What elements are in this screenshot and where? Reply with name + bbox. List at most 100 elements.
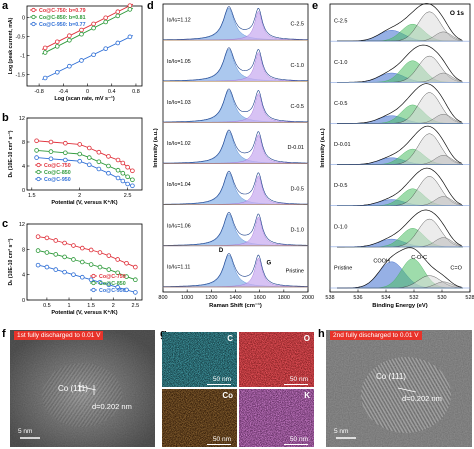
c-point [115,257,120,262]
panel-label-d: d [147,0,154,12]
a-point [42,75,48,81]
a-legend-marker-2 [31,21,36,27]
d-series-label-6: Pristine [286,269,304,275]
a-point [103,19,108,25]
d-spectrum-2 [163,88,309,123]
b-ytick-label: 8 [22,140,25,146]
a-point [67,37,72,43]
b-point [96,166,102,172]
b-ytick-label: 0 [22,188,25,194]
d-ratio-label-4: Iᴅ/Iɢ=1.04 [167,182,191,188]
c-point [79,274,85,280]
c-point [133,264,138,270]
c-point [97,250,103,255]
b-ytick-label: 12 [19,116,25,122]
b-point [125,164,130,170]
b-point [48,156,54,162]
d-spectrum-5 [163,211,308,246]
a-legend-marker-1 [31,14,36,20]
e-xtick-label: 536 [353,295,362,301]
c-point [115,285,120,290]
tem-image-f: 1st fully discharged to 0.01 V Co (111) … [10,330,155,447]
e-envelope-6 [337,247,462,289]
map-O-scalebar [284,383,308,385]
b-point [125,174,130,180]
c-ytick-label: 8 [22,247,25,253]
c-point [124,260,129,266]
d-ratio-label-1: Iᴅ/Iɢ=1.05 [167,59,191,65]
d-series-label-1: C-1.0 [291,63,304,69]
tem-f-banner: 1st fully discharged to 0.01 V [14,331,104,340]
e-xtick-label: 534 [381,295,390,301]
c-axes-frame [26,223,143,301]
a-ytick-label: 0 [22,15,25,21]
b-axes-frame [26,117,143,191]
d-series-label-0: C-2.5 [291,22,304,28]
e-xtick-label: 528 [465,295,474,301]
b-legend-marker-0 [36,162,41,168]
c-x-axis-label: Potential (V, versus K⁺/K) [51,309,117,316]
a-point [115,9,121,15]
d-y-axis-label: Intensity (a.u.) [153,128,159,167]
a-xtick-label: 0.4 [108,89,116,95]
a-legend-label-0: Co@C-750: b=0.79 [39,8,86,14]
c-point [79,259,85,265]
a-xtick-label: -0.8 [34,89,43,95]
b-xtick-label: 2 [78,193,81,199]
map-Co: Co 50 nm [162,389,237,447]
c-point [44,250,50,255]
a-point [115,13,121,19]
b-point [125,181,130,187]
a-point [67,63,72,69]
c-point [35,234,41,239]
d-ratio-label-2: Iᴅ/Iɢ=1.03 [167,100,191,106]
d-band-D-5 [162,213,309,247]
e-series-label-3: D-0.01 [334,142,351,148]
b-point [96,149,102,155]
b-point [63,150,68,156]
b-xtick-label: 1.5 [28,193,36,199]
chart-c: 0.5 1 1.5 2 2.5 0 4 8 12 Co@C-750Co@C-850Co@C-950… [8,222,143,316]
c-series-line-0 [38,236,136,268]
a-legend-label-1: Co@C-850: b=0.81 [39,15,86,21]
c-xtick-label: 0.5 [43,303,51,309]
c-legend-label-1: Co@C-850 [99,281,126,287]
c-point [71,257,76,262]
map-Co-label: Co [222,391,233,400]
a-point [127,34,133,40]
b-point [120,178,126,184]
a-xtick-label: -0.4 [59,89,68,95]
b-ytick-label: 4 [22,164,25,170]
a-x-axis-label: Log (scan rate, mV s⁻¹) [54,95,115,102]
a-point [127,3,133,8]
b-point [77,158,83,164]
a-point [91,52,96,58]
chart-a: -0.8 -0.4 0 0.4 0.8 -1.5 -1 -0.5 0 Co@C-750: b=0.… [8,3,143,102]
d-spectrum-0 [163,6,308,40]
chart-d: 800 1000 1200 1400 1600 1800 2000 Raman Shift (… [153,3,314,309]
c-point [106,282,112,288]
a-point [79,27,84,33]
b-point [86,145,92,151]
c-point [62,269,67,275]
a-ytick-label: -0.5 [16,34,25,40]
b-point [34,155,39,160]
e-y-axis-label: Intensity (a.u.) [320,128,326,167]
d-ratio-label-3: Iᴅ/Iɢ=1.02 [167,141,191,147]
a-point [67,33,72,39]
b-xtick-label: 2.5 [124,193,132,199]
e-label-coc: C-O-C [411,255,427,261]
d-spectrum-1 [163,47,308,82]
e-series-label-1: C-1.0 [334,60,347,66]
b-point [48,139,54,145]
e-label-cooh: COOH [373,258,390,264]
b-point [63,157,68,163]
c-point [44,235,50,241]
b-point [130,183,135,189]
e-series-label-0: C-2.5 [334,19,347,25]
e-series-label-6: Pristine [334,265,352,271]
c-ytick-label: 12 [19,222,25,228]
map-O-scale: 50 nm [289,376,308,383]
c-point [53,238,59,243]
